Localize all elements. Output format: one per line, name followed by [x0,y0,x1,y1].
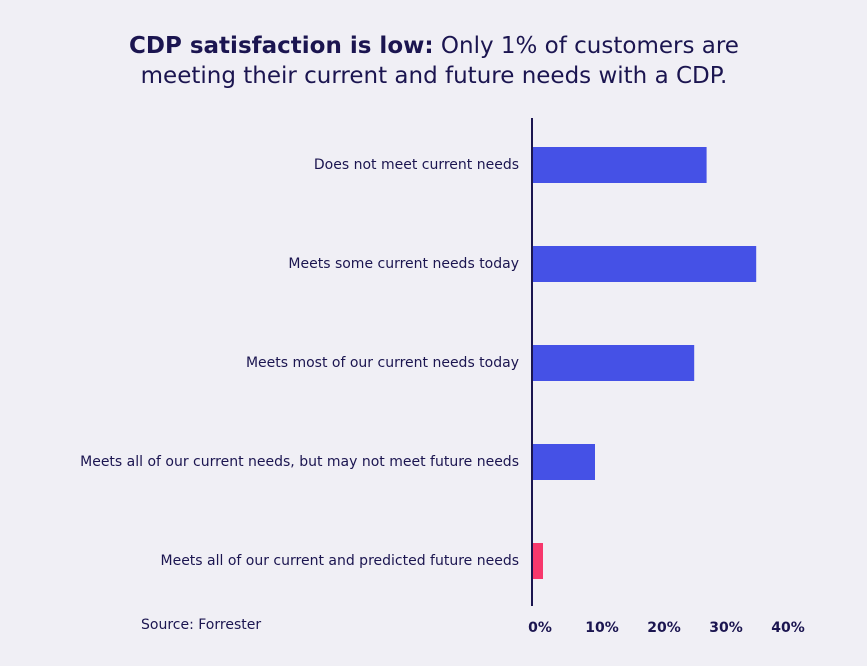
x-tick-label: 30% [709,620,743,636]
x-tick-label: 10% [585,620,619,636]
title-line: Only 1% of customers are [434,33,739,59]
bar [533,444,595,480]
bar [533,345,695,381]
bar [533,147,707,183]
y-tick-label: Meets all of our current and predicted f… [161,553,520,569]
title-lead: CDP satisfaction is low: [129,33,434,59]
y-tick-label: Does not meet current needs [314,157,519,173]
y-tick-label: Meets most of our current needs today [246,355,519,371]
y-tick-label: Meets some current needs today [288,256,519,272]
x-tick-label: 0% [528,620,552,636]
x-tick-label: 20% [647,620,681,636]
bar [533,246,757,282]
y-tick-label: Meets all of our current needs, but may … [80,454,519,470]
source: Source: Forrester [141,617,261,633]
title-line: meeting their current and future needs w… [141,63,728,89]
chart-title: CDP satisfaction is low: Only 1% of cust… [129,33,739,89]
x-tick-label: 40% [771,620,805,636]
bar [533,543,543,579]
